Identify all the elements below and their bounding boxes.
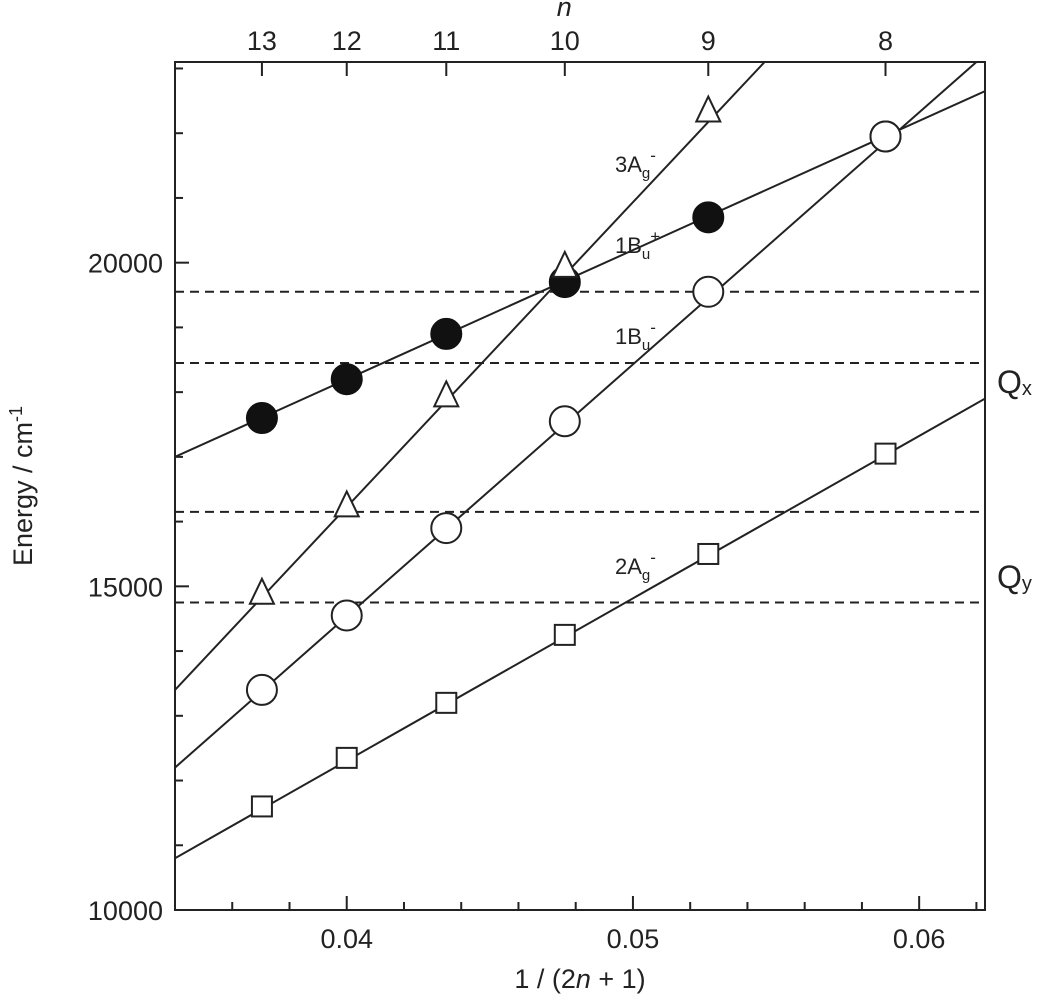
top-axis-label: n (557, 0, 572, 22)
data-point-2Ag- (250, 795, 273, 818)
x-tick-label: 0.05 (607, 924, 660, 954)
data-point-3Ag- (333, 489, 361, 518)
data-point-3Ag- (551, 249, 579, 278)
data-markers (245, 94, 902, 818)
fit-line-2Ag- (175, 397, 985, 860)
data-point-1Bu+ (692, 201, 725, 234)
data-point-1Bu- (245, 673, 278, 706)
data-point-3Ag- (694, 94, 722, 123)
x-tick-label: 0.06 (893, 924, 946, 954)
fit-lines (175, 62, 985, 860)
top-tick-label: 11 (432, 26, 460, 56)
top-tick-label: 12 (332, 26, 362, 56)
axis-ticks: 0.04 0.05 0.06 10000 15000 20000 13 12 11 10 9 8 (88, 26, 978, 954)
series-label-2Ag-: 2Ag- (615, 548, 656, 584)
reference-lines (175, 290, 985, 604)
data-point-2Ag- (874, 442, 897, 465)
data-point-1Bu- (869, 120, 902, 153)
y-tick-label: 10000 (88, 896, 163, 926)
data-point-3Ag- (248, 576, 276, 605)
data-point-2Ag- (335, 746, 358, 769)
data-point-2Ag- (435, 691, 458, 714)
fit-line-1Bu+ (175, 90, 985, 458)
top-tick-label: 9 (701, 26, 716, 56)
fit-line-3Ag- (175, 62, 766, 691)
data-point-2Ag- (553, 623, 576, 646)
top-tick-label: 8 (878, 26, 893, 56)
top-tick-label: 13 (247, 26, 277, 56)
x-axis-label: 1 / (2n + 1) (514, 964, 645, 994)
series-label-3Ag-: 3Ag- (615, 146, 656, 182)
series-label-1Bu+: 1Bu+ (615, 227, 660, 263)
top-tick-label: 10 (550, 26, 580, 56)
chart-text: 1 / (2n + 1) Energy / cm-1 n 3Ag- 1Bu+ 1Bu… (6, 0, 1032, 994)
data-point-1Bu+ (430, 317, 463, 350)
data-point-1Bu- (430, 512, 463, 545)
plot-frame (174, 61, 986, 911)
x-tick-label: 0.04 (320, 924, 373, 954)
band-label-Qx: Qx (997, 364, 1032, 400)
data-point-1Bu+ (330, 363, 363, 396)
data-point-1Bu- (548, 405, 581, 438)
data-point-1Bu+ (245, 402, 278, 435)
y-axis-label: Energy / cm-1 (6, 406, 38, 566)
data-point-1Bu- (330, 599, 363, 632)
band-label-Qy: Qy (997, 559, 1032, 595)
data-point-3Ag- (432, 379, 460, 408)
data-point-2Ag- (697, 542, 720, 565)
y-tick-label: 15000 (88, 572, 163, 602)
y-tick-label: 20000 (88, 249, 163, 279)
data-point-1Bu- (692, 275, 725, 308)
series-label-1Bu-: 1Bu- (615, 318, 656, 354)
